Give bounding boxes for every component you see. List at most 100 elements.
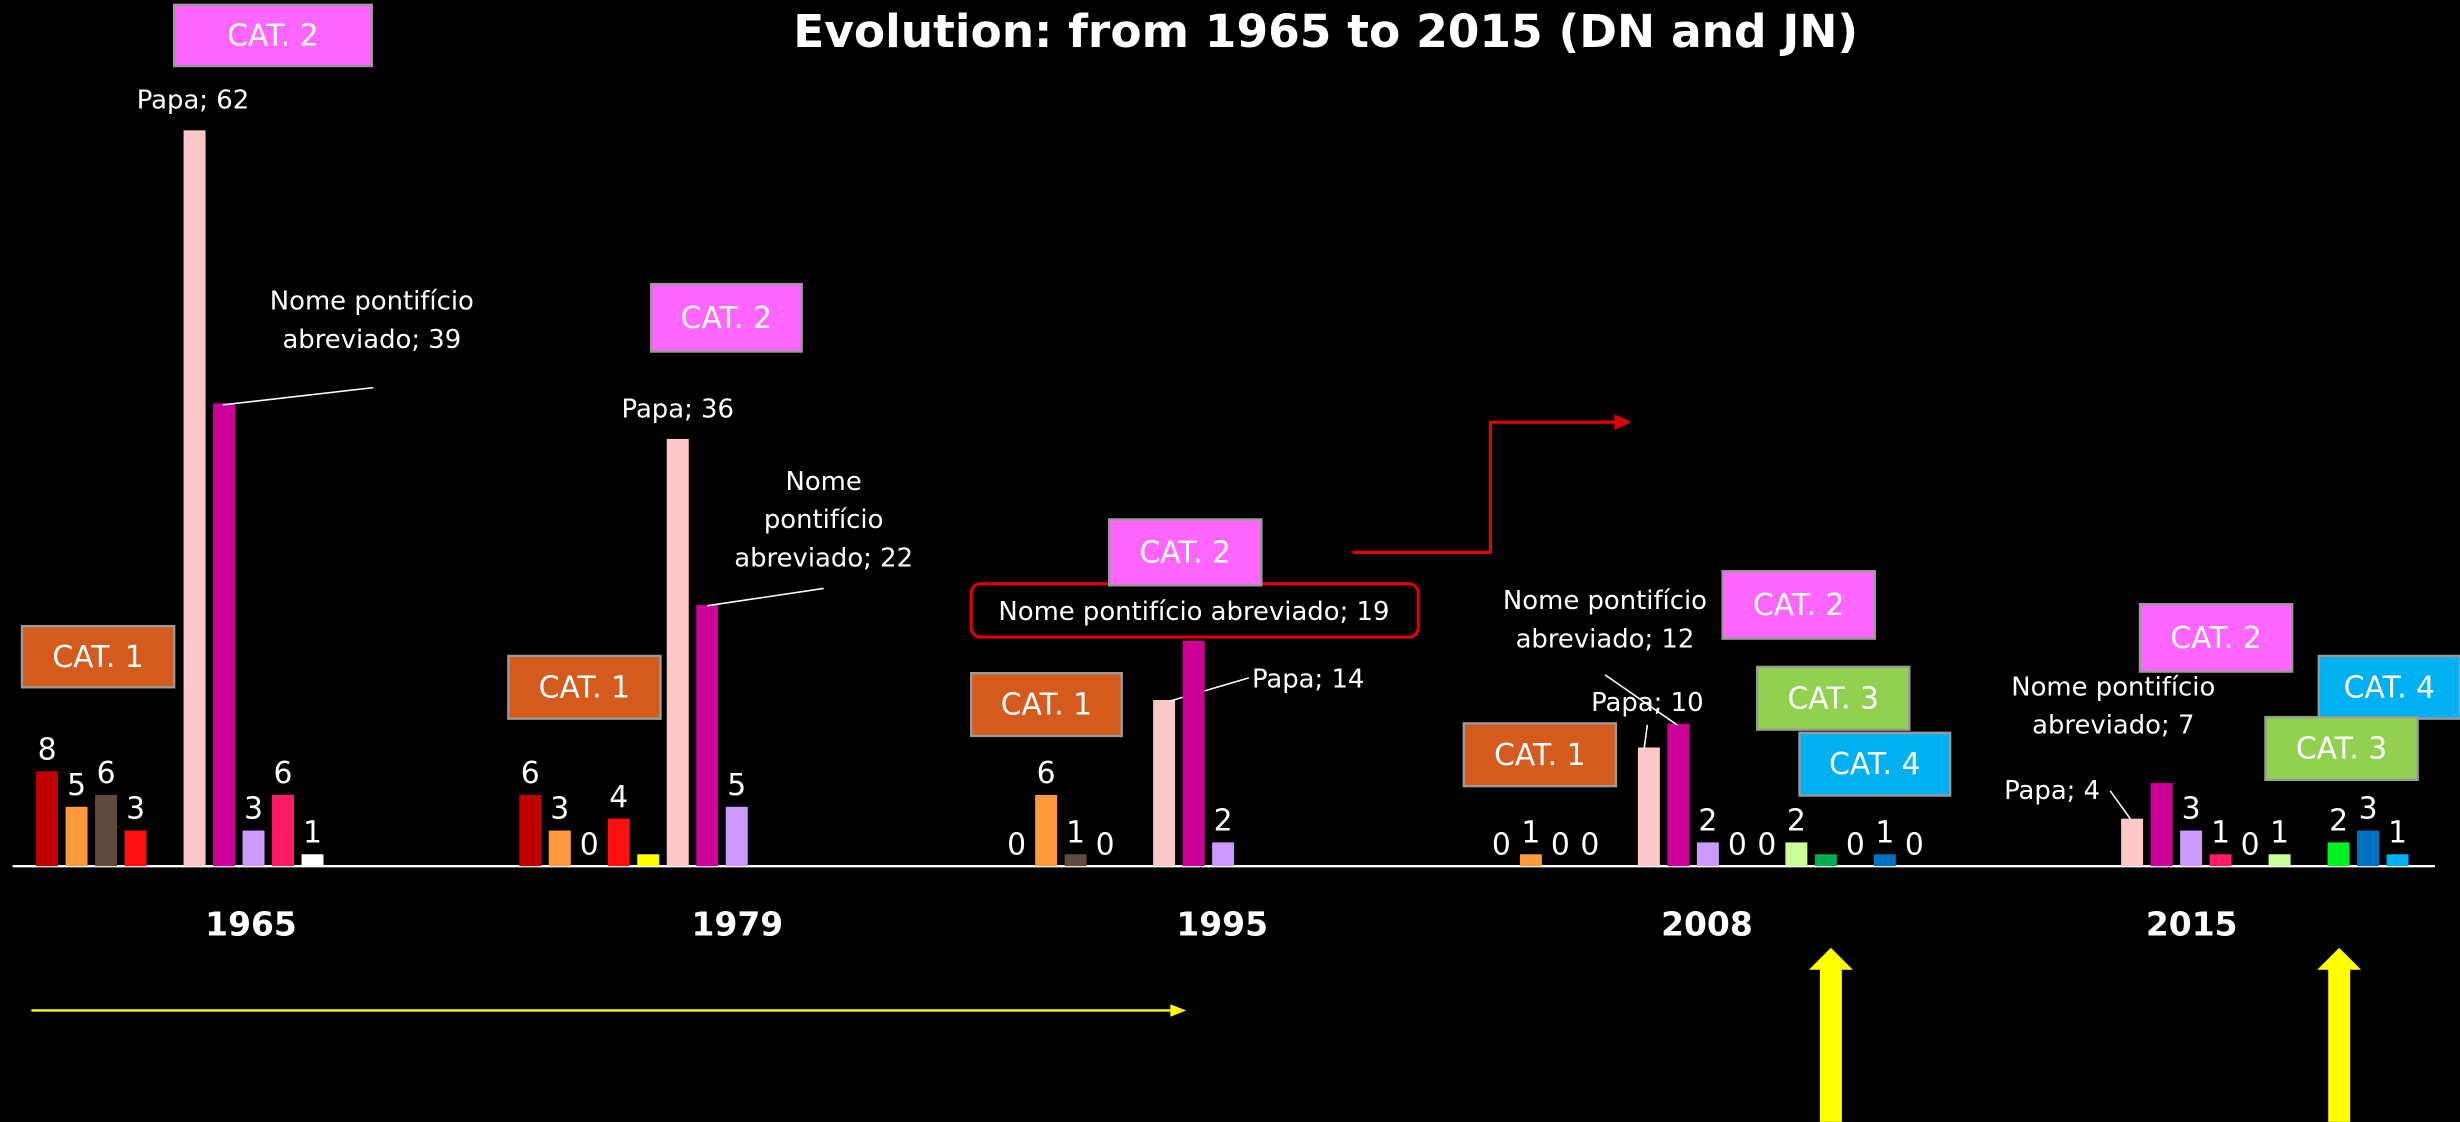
bar xyxy=(637,854,660,867)
data-label: 1 xyxy=(1521,815,1540,850)
bar xyxy=(519,794,542,867)
data-label: 8 xyxy=(38,732,57,767)
category-box-label: CAT. 3 xyxy=(2296,732,2387,767)
bar xyxy=(65,806,88,867)
bar xyxy=(607,818,630,867)
bar xyxy=(1212,842,1235,867)
bar xyxy=(1637,747,1660,867)
data-label: Nome pontifício abreviado; 22 xyxy=(734,466,913,573)
data-label: 0 xyxy=(2241,827,2260,862)
data-label: 6 xyxy=(521,756,540,791)
category-box xyxy=(172,3,374,68)
data-label: Papa; 62 xyxy=(137,85,249,115)
data-label: Papa; 10 xyxy=(1591,687,1703,717)
category-box-label: CAT. 4 xyxy=(2344,670,2435,705)
bar xyxy=(2121,818,2144,867)
data-label: 0 xyxy=(1757,827,1776,862)
data-label: 1 xyxy=(2211,815,2230,850)
bar xyxy=(1182,640,1205,867)
x-tick-label: 1995 xyxy=(1176,904,1268,943)
bar xyxy=(2209,854,2232,867)
category-box-label: CAT. 2 xyxy=(681,301,772,336)
arrows xyxy=(31,414,2362,1122)
data-label: 1 xyxy=(2388,815,2407,850)
bar xyxy=(2357,830,2380,867)
data-label: 2 xyxy=(1698,804,1717,839)
bar xyxy=(272,794,295,867)
x-tick-label: 1965 xyxy=(205,904,297,943)
leader-line xyxy=(1643,724,1649,749)
x-tick-label: 1979 xyxy=(692,904,784,943)
data-label: 2 xyxy=(1214,804,1233,839)
data-label: Nome pontifício abreviado; 7 xyxy=(2011,672,2215,740)
category-box-label: CAT. 2 xyxy=(1140,535,1231,570)
arrow-head xyxy=(1170,1004,1187,1017)
data-label: 0 xyxy=(1846,827,1865,862)
bar xyxy=(2327,842,2350,867)
bar xyxy=(242,830,265,867)
chart-title: Evolution: from 1965 to 2015 (DN and JN) xyxy=(793,5,1858,58)
bar xyxy=(1064,854,1087,867)
data-label: 3 xyxy=(2359,792,2378,827)
data-label: Papa; 14 xyxy=(1252,664,1364,694)
x-tick-label: 2015 xyxy=(2146,904,2238,943)
category-box xyxy=(2264,715,2419,782)
data-label: 1 xyxy=(2270,815,2289,850)
bar xyxy=(725,806,748,867)
category-box xyxy=(2317,654,2460,720)
category-box xyxy=(1108,518,1263,587)
data-label: 6 xyxy=(274,756,293,791)
category-box xyxy=(2138,602,2294,673)
data-label: 1 xyxy=(1066,815,1085,850)
data-label: 5 xyxy=(67,768,86,803)
category-box xyxy=(1755,665,1911,731)
bar xyxy=(2180,830,2203,867)
data-label: 3 xyxy=(2182,792,2201,827)
category-box-label: CAT. 2 xyxy=(227,18,318,53)
data-label: 3 xyxy=(550,792,569,827)
data-label: Nome pontifício abreviado; 39 xyxy=(270,286,474,354)
data-label: 0 xyxy=(1905,827,1924,862)
data-label: 0 xyxy=(1551,827,1570,862)
category-box-label: CAT. 2 xyxy=(2170,621,2261,656)
data-label: 1 xyxy=(1875,815,1894,850)
bar xyxy=(1153,699,1176,867)
bar xyxy=(124,830,147,867)
data-label: 6 xyxy=(97,756,116,791)
bar xyxy=(696,605,719,867)
category-box xyxy=(1462,722,1618,788)
bar xyxy=(183,130,206,867)
bar xyxy=(301,854,324,867)
data-label: 6 xyxy=(1037,756,1056,791)
bar xyxy=(666,438,689,867)
yellow-arrow xyxy=(1808,947,1853,1122)
category-box-label: CAT. 4 xyxy=(1829,747,1920,782)
yellow-arrow xyxy=(2317,947,2362,1122)
data-label: Nome pontifício abreviado; 19 xyxy=(998,596,1389,626)
arrow-head xyxy=(1614,414,1632,430)
category-box-label: CAT. 2 xyxy=(1753,588,1844,623)
data-label: 0 xyxy=(1580,827,1599,862)
data-label: 0 xyxy=(1096,827,1115,862)
data-label: 4 xyxy=(609,780,628,815)
data-label: Nome pontifício abreviado; 12 xyxy=(1503,586,1707,654)
category-box xyxy=(1721,570,1876,640)
category-box xyxy=(507,654,662,720)
data-label: 0 xyxy=(1492,827,1511,862)
data-label: 2 xyxy=(2329,804,2348,839)
data-label: 0 xyxy=(1728,827,1747,862)
bar xyxy=(213,403,236,867)
data-label: Papa; 4 xyxy=(2004,775,2100,805)
data-label: 1 xyxy=(303,815,322,850)
category-box-label: CAT. 1 xyxy=(1001,688,1092,723)
bar xyxy=(1873,854,1896,867)
category-box-label: CAT. 3 xyxy=(1788,681,1879,716)
category-box-label: CAT. 1 xyxy=(1494,738,1585,773)
data-label: Papa; 36 xyxy=(622,394,734,424)
bar xyxy=(548,830,571,867)
data-label: 5 xyxy=(727,768,746,803)
bar xyxy=(1035,794,1058,867)
bar xyxy=(1814,854,1837,867)
x-tick-label: 2008 xyxy=(1661,904,1753,943)
